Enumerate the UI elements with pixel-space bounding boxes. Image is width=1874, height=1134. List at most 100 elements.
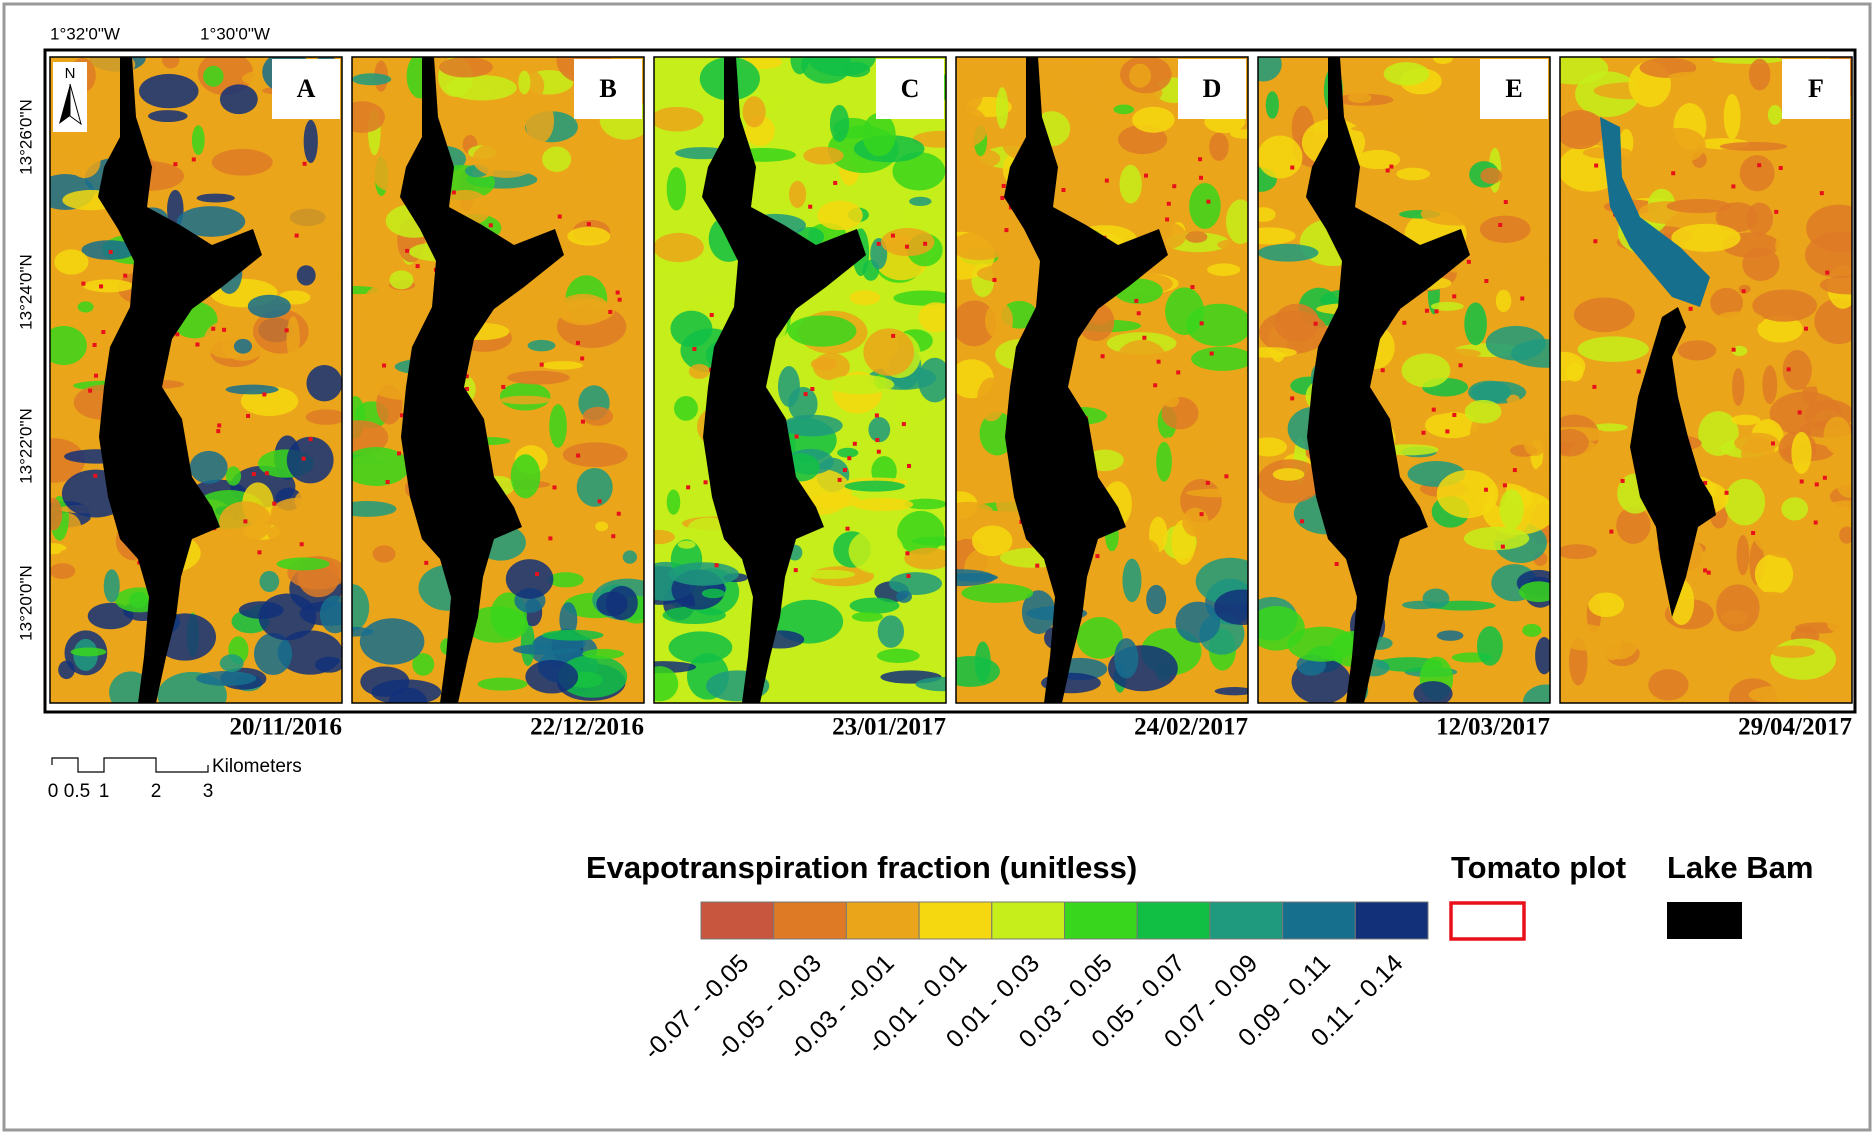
- map-frame: [43, 48, 1857, 714]
- land-patch: [849, 290, 881, 306]
- tomato-plot: [1500, 544, 1505, 549]
- land-patch: [1524, 433, 1547, 456]
- land-patch: [372, 155, 406, 191]
- land-patch: [1560, 544, 1598, 560]
- land-patch: [1424, 412, 1479, 439]
- tomato-plot: [575, 340, 580, 345]
- lake-wet: [1600, 117, 1710, 307]
- land-patch: [226, 369, 285, 390]
- land-patch: [1560, 604, 1580, 620]
- lat-label: 13°24'0"N: [16, 254, 35, 330]
- tomato-plot: [94, 373, 99, 378]
- tomato-plot: [1176, 370, 1181, 375]
- tomato-plot: [1205, 480, 1210, 485]
- land-patch: [557, 655, 628, 698]
- tomato-plot: [539, 362, 544, 367]
- panel-letter-box: [574, 59, 642, 119]
- tomato-plot: [1153, 383, 1158, 388]
- land-patch: [50, 497, 63, 531]
- lon-label: 1°30'0"W: [200, 24, 270, 43]
- tomato-plot: [1001, 183, 1006, 188]
- land-patch: [1479, 215, 1531, 243]
- tomato-plot: [1166, 201, 1171, 206]
- land-patch: [1732, 368, 1745, 407]
- land-patch: [662, 606, 726, 624]
- panel-letter: A: [297, 74, 316, 103]
- land-patch: [70, 647, 107, 657]
- land-patch: [1198, 254, 1248, 296]
- tomato-plot: [845, 526, 850, 531]
- panel-date: 23/01/2017: [832, 714, 946, 741]
- land-patch: [1814, 298, 1852, 345]
- land-patch: [1129, 63, 1152, 88]
- land-patch: [219, 654, 244, 672]
- land-patch: [303, 119, 318, 164]
- land-patch: [1522, 684, 1550, 703]
- tomato-plot: [611, 534, 616, 539]
- tomato-plot: [1142, 335, 1147, 340]
- land-patch: [1770, 638, 1837, 680]
- tomato-plot: [451, 190, 456, 195]
- land-patch: [1265, 91, 1279, 119]
- land-patch: [1439, 348, 1481, 359]
- land-patch: [1577, 336, 1649, 362]
- land-patch: [1782, 349, 1812, 391]
- tomato-plot: [793, 568, 798, 573]
- land-patch: [1125, 471, 1150, 503]
- land-patch: [1593, 285, 1619, 297]
- panel-border: [351, 56, 645, 704]
- land-patch: [1560, 391, 1595, 414]
- land-patch: [305, 409, 342, 425]
- tomato-plot: [464, 386, 469, 391]
- land-patch: [1731, 414, 1761, 426]
- land-patch: [1710, 287, 1743, 318]
- land-patch: [352, 73, 392, 86]
- land-patch: [1671, 223, 1741, 252]
- tomato-plot: [246, 413, 251, 418]
- land-patch: [525, 97, 555, 144]
- tomato-plot: [1741, 289, 1746, 294]
- land-patch: [849, 597, 900, 614]
- land-patch: [500, 395, 551, 405]
- land-patch: [1767, 104, 1783, 125]
- land-patch: [862, 112, 896, 157]
- land-patch: [1185, 303, 1248, 347]
- tomato-plot: [1512, 468, 1517, 473]
- tomato-plot: [1389, 164, 1394, 169]
- tomato-plot: [1813, 520, 1818, 525]
- tomato-plot: [1100, 354, 1105, 359]
- land-patch: [1775, 235, 1795, 257]
- tomato-plot: [424, 560, 429, 565]
- land-patch: [1476, 626, 1503, 666]
- map-panel: B 22/12/2016: [351, 56, 645, 741]
- land-patch: [1616, 506, 1651, 544]
- land-patch: [848, 528, 904, 574]
- tomato-plot: [92, 343, 97, 348]
- tomato-plot: [847, 456, 852, 461]
- tomato-plot: [1498, 222, 1503, 227]
- land-patch: [1503, 435, 1528, 481]
- land-patch: [877, 615, 905, 648]
- land-patch: [1819, 275, 1852, 295]
- lat-label: 13°26'0"N: [16, 99, 35, 175]
- land-patch: [654, 666, 679, 702]
- land-patch: [851, 611, 884, 622]
- land-patch: [1762, 365, 1778, 405]
- panel-image: [50, 57, 342, 703]
- land-patch: [1795, 464, 1843, 493]
- arrow-half: [59, 84, 70, 124]
- legend-bar: -0.07 - -0.05-0.05 - -0.03-0.03 - -0.01-…: [638, 901, 1429, 1065]
- land-patch: [394, 292, 432, 329]
- land-patch: [541, 361, 584, 370]
- land-patch: [976, 264, 1043, 283]
- land-patch: [1485, 325, 1546, 361]
- land-patch: [1560, 109, 1605, 150]
- tomato-plot: [1199, 512, 1204, 517]
- land-patch: [306, 365, 342, 402]
- land-patch: [464, 606, 529, 643]
- land-patch: [1826, 611, 1849, 633]
- tomato-plot: [382, 363, 387, 368]
- tomato-plot: [1134, 298, 1139, 303]
- land-patch: [1132, 106, 1175, 133]
- land-patch: [1739, 155, 1775, 192]
